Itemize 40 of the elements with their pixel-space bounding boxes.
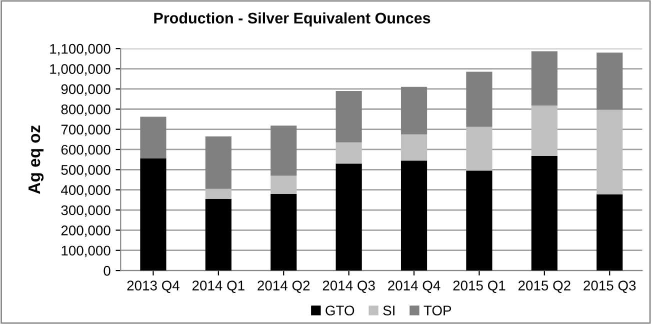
x-tick-label: 2014 Q2 xyxy=(258,280,310,293)
y-tick-label: 500,000 xyxy=(61,164,110,176)
bar xyxy=(400,86,428,134)
x-tick-label: 2014 Q4 xyxy=(388,280,440,293)
x-tick-label: 2014 Q1 xyxy=(192,280,244,293)
y-tick-label: 900,000 xyxy=(61,84,110,96)
y-tick-label: 1,000,000 xyxy=(50,64,110,76)
bar xyxy=(336,142,362,164)
x-tick-label: 2015 Q3 xyxy=(584,280,636,293)
bar xyxy=(336,90,362,142)
bar xyxy=(596,110,623,194)
bar xyxy=(140,116,166,159)
x-tick-label: 2013 Q4 xyxy=(127,280,180,293)
legend-label: TOP xyxy=(424,306,452,316)
bar xyxy=(205,188,232,199)
bar xyxy=(466,126,492,171)
y-tick-label: 800,000 xyxy=(61,104,110,116)
bar xyxy=(596,52,623,110)
y-tick-label: 200,000 xyxy=(61,226,110,237)
chart-title: Production - Silver Equivalent Ounces xyxy=(154,12,430,27)
y-tick-label: 600,000 xyxy=(61,144,110,156)
bar xyxy=(270,176,297,194)
bar xyxy=(531,51,558,106)
y-tick-label: 100,000 xyxy=(62,246,110,258)
bar xyxy=(531,105,558,156)
x-tick-label: 2015 Q2 xyxy=(518,280,570,293)
bar xyxy=(270,126,297,176)
y-tick-label: 1,100,000 xyxy=(50,44,110,56)
legend-label: GTO xyxy=(326,306,354,316)
bar xyxy=(466,72,492,127)
x-tick-label: 2015 Q1 xyxy=(453,280,506,293)
y-tick-label: 300,000 xyxy=(61,205,110,217)
y-tick-label: 0 xyxy=(104,266,110,276)
bar xyxy=(400,134,428,161)
bar xyxy=(205,136,232,189)
y-axis-title: Ag eq oz xyxy=(28,125,44,194)
y-tick-label: 400,000 xyxy=(61,185,110,197)
legend-label: SI xyxy=(383,306,394,316)
y-tick-label: 700,000 xyxy=(61,124,110,136)
x-tick-label: 2014 Q3 xyxy=(322,280,375,293)
